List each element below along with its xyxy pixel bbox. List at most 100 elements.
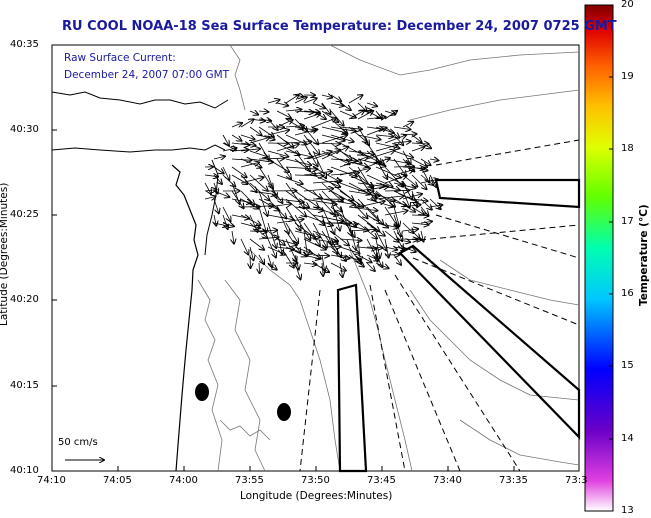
current-vector bbox=[366, 103, 377, 106]
current-vector bbox=[330, 103, 344, 106]
current-vector bbox=[384, 176, 407, 184]
scale-label: 50 cm/s bbox=[58, 437, 98, 448]
current-vector bbox=[402, 222, 413, 233]
current-vector bbox=[232, 230, 234, 244]
x-tick-label: 73:50 bbox=[301, 475, 330, 486]
current-vector bbox=[276, 103, 288, 106]
traffic-lane-lines bbox=[299, 139, 580, 472]
current-vector bbox=[285, 95, 299, 104]
current-vector bbox=[357, 182, 384, 187]
current-vector bbox=[321, 230, 337, 254]
y-tick-label: 40:20 bbox=[10, 294, 39, 305]
current-vector bbox=[249, 159, 273, 162]
current-vector bbox=[294, 97, 307, 104]
colorbar-tick-label: 16 bbox=[621, 288, 634, 299]
y-tick-label: 40:30 bbox=[10, 124, 39, 135]
current-vector bbox=[339, 142, 363, 155]
current-vector bbox=[222, 206, 231, 221]
current-vector bbox=[258, 254, 264, 264]
current-vector bbox=[294, 111, 314, 112]
current-vector bbox=[357, 201, 385, 208]
current-vector bbox=[222, 148, 237, 151]
colorbar-tick-label: 15 bbox=[621, 360, 634, 371]
current-vector bbox=[240, 162, 259, 168]
current-vector bbox=[321, 95, 332, 98]
current-vector bbox=[348, 95, 363, 104]
current-vector bbox=[339, 246, 359, 253]
x-tick-label: 74:05 bbox=[103, 475, 132, 486]
current-vector bbox=[294, 158, 316, 176]
current-vector bbox=[240, 134, 255, 139]
buoy-markers bbox=[195, 383, 291, 421]
current-vector bbox=[240, 238, 248, 255]
current-vector bbox=[285, 167, 317, 169]
current-vector bbox=[393, 247, 405, 249]
current-vector bbox=[213, 198, 219, 213]
current-vector bbox=[303, 151, 332, 160]
current-vector bbox=[393, 127, 411, 130]
current-vector bbox=[267, 222, 276, 248]
current-vector bbox=[393, 170, 414, 176]
current-vector bbox=[267, 158, 289, 172]
current-vector bbox=[411, 223, 429, 225]
current-vector bbox=[321, 102, 331, 114]
current-vector bbox=[375, 196, 404, 199]
current-vector bbox=[276, 120, 293, 128]
current-vector bbox=[276, 158, 291, 179]
current-vector bbox=[402, 194, 422, 200]
current-vector bbox=[330, 166, 357, 177]
current-vector bbox=[330, 254, 349, 259]
current-vector bbox=[330, 223, 358, 224]
current-vector bbox=[303, 126, 318, 144]
current-vector bbox=[339, 157, 368, 168]
current-vector bbox=[231, 174, 247, 184]
current-vector bbox=[339, 190, 363, 207]
current-vector bbox=[294, 246, 312, 254]
current-vector bbox=[303, 171, 332, 176]
current-vector bbox=[294, 206, 323, 210]
current-vector bbox=[249, 137, 270, 144]
current-vector bbox=[249, 231, 267, 232]
current-vector bbox=[393, 198, 415, 212]
current-vector bbox=[321, 147, 348, 160]
current-vector bbox=[402, 239, 418, 240]
current-vector bbox=[420, 179, 438, 184]
current-vector bbox=[249, 238, 264, 250]
current-vector bbox=[411, 239, 422, 240]
current-vector bbox=[303, 98, 317, 104]
current-vector bbox=[267, 214, 294, 220]
y-tick-label: 40:35 bbox=[10, 39, 39, 50]
current-vector bbox=[249, 190, 276, 195]
current-vector bbox=[267, 198, 286, 218]
current-vector bbox=[303, 254, 320, 259]
current-vector bbox=[276, 198, 304, 202]
current-vector bbox=[312, 238, 338, 243]
current-vector bbox=[258, 166, 273, 188]
current-vector bbox=[312, 262, 329, 272]
current-vector bbox=[366, 214, 388, 228]
current-vector bbox=[375, 262, 389, 268]
current-note-line1: Raw Surface Current: bbox=[64, 52, 176, 64]
current-vector bbox=[384, 238, 389, 258]
map-title: RU COOL NOAA-18 Sea Surface Temperature:… bbox=[62, 19, 617, 34]
current-vector bbox=[312, 181, 342, 183]
current-vector bbox=[240, 174, 257, 192]
current-vector bbox=[420, 174, 433, 185]
current-vector bbox=[258, 237, 279, 239]
current-vector bbox=[348, 198, 368, 218]
colorbar-tick-label: 17 bbox=[621, 216, 634, 227]
current-vector bbox=[375, 166, 401, 178]
current-vector bbox=[348, 190, 380, 196]
current-vector bbox=[214, 214, 216, 226]
current-vector bbox=[321, 198, 355, 205]
current-vector bbox=[285, 109, 301, 111]
current-vector bbox=[411, 199, 428, 201]
current-vector bbox=[375, 222, 398, 228]
current-vector bbox=[231, 166, 247, 177]
current-vector bbox=[339, 127, 362, 129]
current-vector bbox=[402, 229, 418, 231]
current-vector bbox=[393, 150, 413, 158]
current-vector bbox=[357, 247, 376, 249]
current-vector bbox=[321, 126, 346, 133]
current-vector bbox=[240, 222, 260, 228]
